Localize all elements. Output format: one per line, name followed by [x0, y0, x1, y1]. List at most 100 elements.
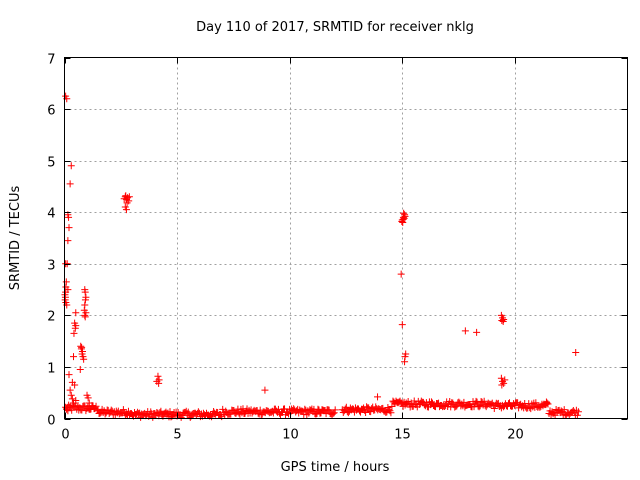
- data-point: [65, 371, 73, 379]
- data-point: [70, 329, 78, 337]
- data-point: [501, 376, 509, 384]
- x-tick-label: 0: [61, 428, 69, 443]
- data-point: [557, 407, 565, 415]
- data-point: [397, 270, 405, 278]
- data-point: [400, 209, 408, 217]
- data-point: [155, 379, 163, 387]
- data-point: [66, 386, 74, 394]
- data-point: [125, 193, 133, 201]
- data-point: [66, 180, 74, 188]
- data-point: [261, 386, 269, 394]
- data-point: [68, 395, 76, 403]
- data-point: [76, 366, 84, 374]
- data-point: [301, 405, 309, 413]
- data-point: [497, 374, 505, 382]
- plot-frame: [64, 57, 628, 419]
- data-point: [387, 409, 395, 417]
- data-point: [81, 296, 89, 304]
- data-point: [65, 224, 73, 232]
- x-tick-label: 15: [394, 428, 411, 443]
- data-point: [342, 403, 350, 411]
- axis-ticks: 0 5 10 15 20 0 1 2 3 4 5 6 7: [47, 53, 628, 443]
- data-point: [78, 406, 86, 414]
- data-point: [78, 343, 86, 351]
- data-point: [219, 405, 227, 413]
- data-point: [81, 288, 89, 296]
- data-points: [61, 92, 582, 421]
- y-tick-label: 6: [47, 104, 55, 119]
- data-point: [365, 404, 373, 412]
- data-point: [505, 399, 513, 407]
- x-tick-label: 20: [507, 428, 524, 443]
- data-point: [330, 409, 338, 417]
- y-tick-label: 1: [47, 362, 55, 377]
- data-point: [498, 381, 506, 389]
- data-point: [96, 409, 104, 417]
- data-point: [72, 396, 80, 404]
- data-point: [532, 399, 540, 407]
- data-point: [473, 328, 481, 336]
- x-tick-label: 10: [282, 428, 299, 443]
- data-point: [475, 403, 483, 411]
- data-point: [544, 400, 552, 408]
- data-point: [232, 410, 240, 418]
- data-point: [574, 408, 582, 416]
- data-point: [572, 348, 580, 356]
- data-point: [64, 286, 72, 294]
- data-point: [499, 318, 507, 326]
- data-point: [362, 409, 370, 417]
- y-tick-label: 3: [47, 259, 55, 274]
- data-point: [71, 381, 79, 389]
- data-point: [67, 162, 75, 170]
- data-point: [227, 410, 235, 418]
- data-point: [498, 317, 506, 325]
- data-point: [119, 406, 127, 414]
- data-point: [401, 358, 409, 366]
- data-point: [142, 412, 150, 420]
- data-point: [480, 397, 488, 405]
- data-point: [65, 213, 73, 221]
- y-tick-label: 2: [47, 310, 55, 325]
- data-point: [399, 215, 407, 223]
- x-tick-label: 5: [173, 428, 181, 443]
- data-point: [81, 313, 89, 321]
- data-point: [331, 406, 339, 414]
- data-point: [573, 411, 581, 419]
- data-point: [325, 406, 333, 414]
- data-point: [64, 237, 72, 245]
- data-point: [71, 324, 79, 332]
- y-tick-label: 5: [47, 156, 55, 171]
- data-point: [422, 399, 430, 407]
- data-point: [80, 355, 88, 363]
- data-point: [388, 403, 396, 411]
- data-point: [101, 410, 109, 418]
- data-point: [67, 391, 75, 399]
- data-point: [500, 379, 508, 387]
- data-point: [72, 309, 80, 317]
- data-point: [84, 394, 92, 402]
- data-point: [92, 402, 100, 410]
- data-point: [312, 410, 320, 418]
- y-tick-label: 0: [47, 414, 55, 429]
- data-point: [122, 192, 130, 200]
- data-point: [398, 321, 406, 329]
- data-point: [427, 398, 435, 406]
- y-tick-label: 7: [47, 53, 55, 68]
- y-axis-label: SRMTID / TECUs: [8, 186, 23, 291]
- y-tick-label: 4: [47, 207, 55, 222]
- data-point: [123, 199, 131, 207]
- data-point: [560, 406, 568, 414]
- data-point: [184, 408, 192, 416]
- data-point: [367, 408, 375, 416]
- chart-title: Day 110 of 2017, SRMTID for receiver nkl…: [196, 20, 474, 35]
- grid-lines: [64, 57, 628, 419]
- data-point: [154, 372, 162, 380]
- data-point: [86, 406, 94, 414]
- data-point: [401, 212, 409, 220]
- data-point: [461, 327, 469, 335]
- data-point: [374, 393, 382, 401]
- data-point: [329, 409, 337, 417]
- data-point: [166, 408, 174, 416]
- data-point: [543, 399, 551, 407]
